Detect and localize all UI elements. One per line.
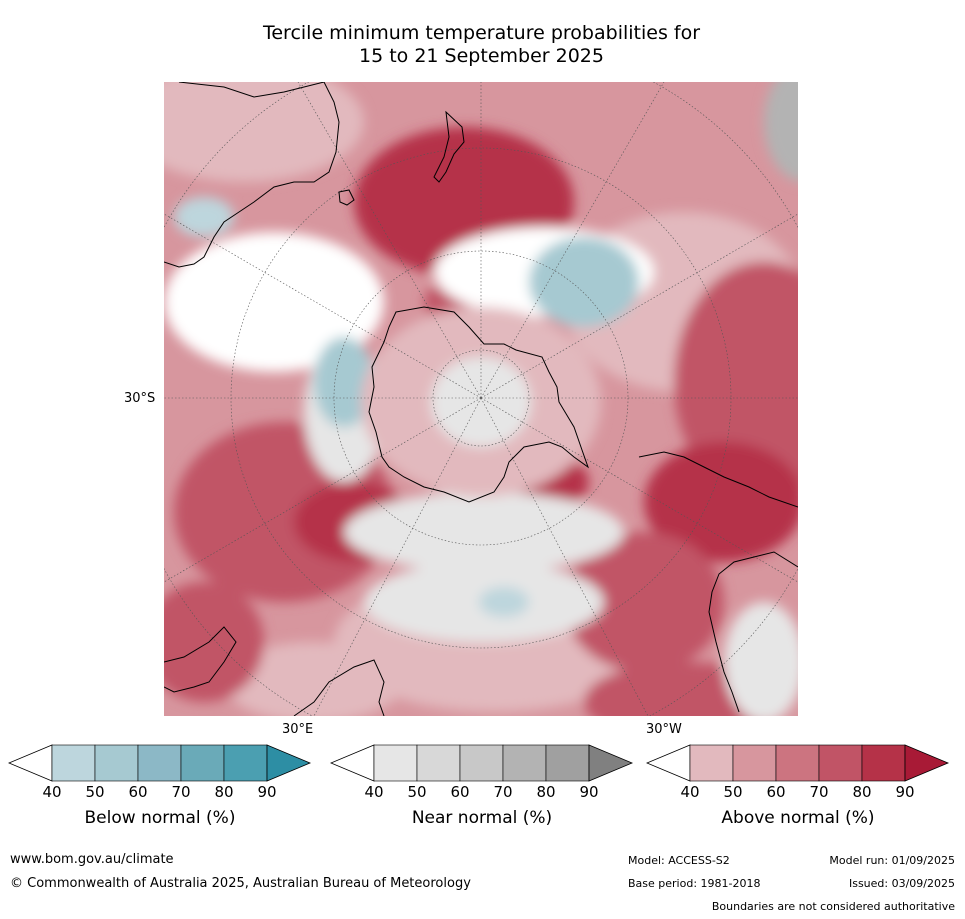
tick-label: 50 [85, 783, 105, 801]
tick-label: 40 [42, 783, 62, 801]
below-normal-colorbar [8, 744, 312, 782]
issued-text: Issued: 03/09/2025 [848, 877, 955, 890]
tick-label: 60 [450, 783, 470, 801]
below-normal-low-extend [8, 744, 53, 782]
antarctica-coastline [368, 306, 589, 503]
near-normal-ticks: 40 50 60 70 80 90 [364, 783, 598, 801]
lon-label-30e: 30°E [282, 722, 314, 737]
near-normal-swatch [373, 744, 418, 782]
tick-label: 60 [766, 783, 786, 801]
title-line-1: Tercile minimum temperature probabilitie… [262, 22, 701, 44]
map-title: Tercile minimum temperature probabilitie… [165, 22, 798, 68]
below-normal-swatch [137, 744, 182, 782]
tick-label: 80 [214, 783, 234, 801]
new-zealand-coastline [433, 110, 465, 183]
tick-label: 50 [407, 783, 427, 801]
above-normal-ticks: 40 50 60 70 80 90 [680, 783, 914, 801]
above-normal-swatch [689, 744, 734, 782]
tick-label: 60 [128, 783, 148, 801]
tick-label: 70 [809, 783, 829, 801]
australia-coastline [164, 82, 340, 268]
tick-label: 90 [579, 783, 599, 801]
below-normal-high-extend [266, 744, 312, 782]
tick-label: 70 [493, 783, 513, 801]
tasmania-coastline [338, 189, 355, 206]
base-period-text: Base period: 1981-2018 [628, 877, 761, 890]
below-normal-swatch [180, 744, 225, 782]
tick-label: 50 [723, 783, 743, 801]
above-normal-swatch [775, 744, 820, 782]
above-normal-swatch [818, 744, 863, 782]
above-normal-high-extend [904, 744, 950, 782]
africa-coastline [164, 626, 385, 716]
near-normal-swatch [502, 744, 547, 782]
near-normal-swatch [416, 744, 461, 782]
above-normal-swatch [732, 744, 777, 782]
near-normal-swatch [545, 744, 590, 782]
title-line-2: 15 to 21 September 2025 [359, 45, 604, 67]
near-normal-label: Near normal (%) [411, 808, 553, 828]
lon-label-30w: 30°W [646, 722, 682, 737]
above-normal-label: Above normal (%) [721, 808, 875, 828]
tick-label: 70 [171, 783, 191, 801]
tick-label: 90 [257, 783, 277, 801]
south-america-coastline [638, 451, 798, 713]
below-normal-label: Below normal (%) [84, 808, 236, 828]
near-normal-low-extend [330, 744, 375, 782]
tick-label: 40 [680, 783, 700, 801]
tick-label: 80 [852, 783, 872, 801]
probability-fields [164, 82, 798, 716]
probability-map [164, 82, 798, 716]
below-normal-ticks: 40 50 60 70 80 90 [42, 783, 276, 801]
lat-label-30s: 30°S [124, 391, 156, 406]
coastlines [164, 82, 798, 716]
graticule [164, 82, 798, 716]
disclaimer-text: Boundaries are not considered authoritat… [711, 900, 955, 913]
tick-label: 90 [895, 783, 915, 801]
tick-label: 80 [536, 783, 556, 801]
tick-label: 40 [364, 783, 384, 801]
above-normal-swatch [861, 744, 906, 782]
below-normal-swatch [94, 744, 139, 782]
above-normal-colorbar [646, 744, 950, 782]
below-normal-swatch [223, 744, 268, 782]
near-normal-colorbar [330, 744, 634, 782]
website-link[interactable]: www.bom.gov.au/climate [10, 852, 174, 867]
model-text: Model: ACCESS-S2 [628, 854, 730, 867]
near-normal-high-extend [588, 744, 634, 782]
copyright-text: © Commonwealth of Australia 2025, Austra… [10, 876, 471, 891]
near-normal-swatch [459, 744, 504, 782]
above-normal-low-extend [646, 744, 691, 782]
below-normal-swatch [51, 744, 96, 782]
model-run-text: Model run: 01/09/2025 [829, 854, 955, 867]
